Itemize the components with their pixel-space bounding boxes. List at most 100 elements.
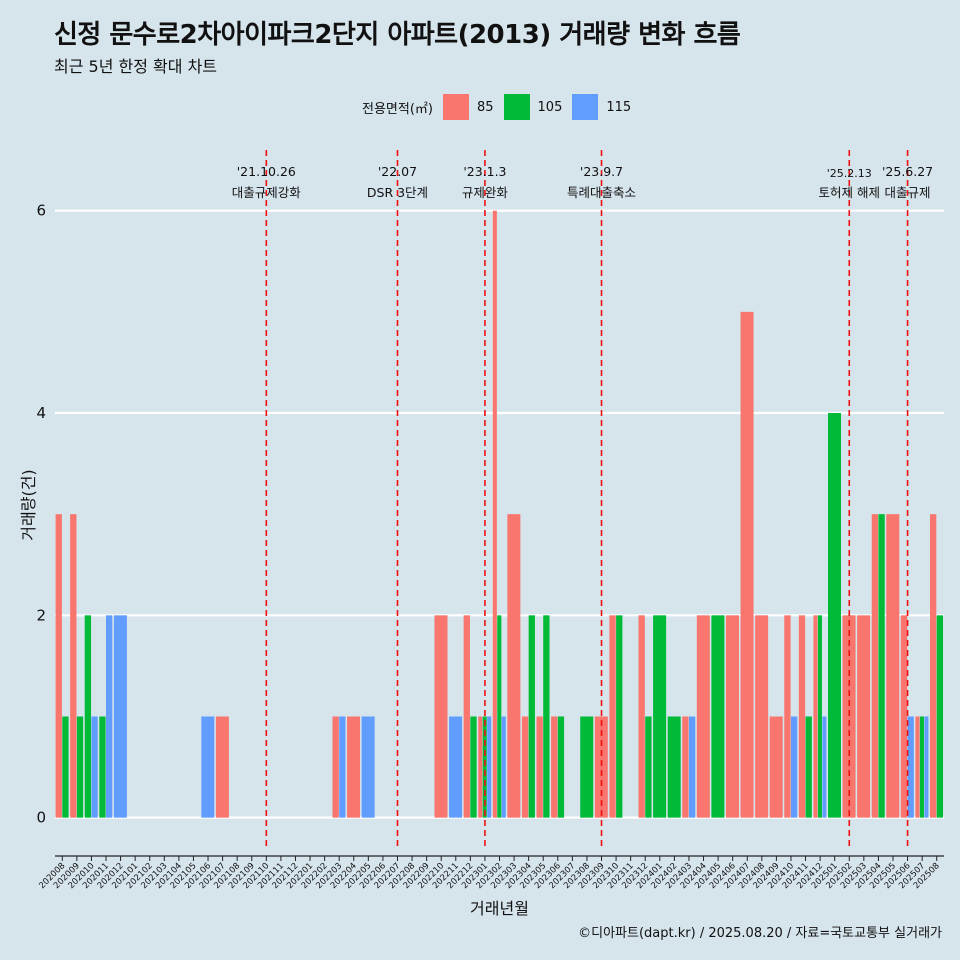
legend-label-115: 115	[606, 99, 632, 115]
legend-swatch-105	[503, 94, 530, 120]
bar-105-202508	[936, 615, 944, 818]
event-name-label: 규제완화	[462, 185, 509, 200]
y-axis-title: 거래량(건)	[19, 469, 38, 540]
bar-85-202404	[696, 615, 710, 818]
bar-85-202409	[769, 716, 783, 818]
bar-85-202210	[434, 615, 448, 818]
bar-115-202507	[924, 716, 929, 818]
bar-85-202008	[55, 514, 62, 818]
bar-105-202304	[528, 615, 535, 818]
bar-85-202306	[551, 716, 558, 818]
bar-105-202008	[62, 716, 69, 818]
bar-115-202410	[790, 716, 798, 818]
bar-85-202412	[813, 615, 818, 818]
bar-115-202412	[822, 716, 827, 818]
x-axis-title: 거래년월	[470, 899, 529, 918]
bar-85-202304	[521, 716, 529, 818]
bar-105-202504	[878, 514, 885, 818]
bar-85-202508	[930, 514, 937, 818]
bar-115-202011	[106, 615, 113, 818]
bar-85-202310	[609, 615, 616, 818]
chart-subtitle: 최근 5년 한정 확대 차트	[54, 57, 218, 76]
bar-85-202406	[725, 615, 739, 818]
event-name-label: 토허제 해제	[819, 185, 880, 200]
bar-105-202412	[817, 615, 822, 818]
bar-85-202503	[857, 615, 871, 818]
event-date-label: '22.07	[378, 164, 417, 179]
y-tick-label: 6	[36, 202, 46, 220]
legend-item-105: 105	[503, 94, 563, 120]
event-date-label: '23.9.7	[580, 164, 623, 179]
bar-105-202411	[805, 716, 812, 818]
bar-105-202301	[482, 716, 487, 818]
bar-105-202009	[76, 716, 84, 818]
y-tick-label: 4	[36, 404, 46, 422]
event-date-label: '21.10.26	[237, 164, 296, 179]
bar-105-202312	[645, 716, 652, 818]
bar-105-202405	[711, 615, 725, 818]
legend: 전용면적(㎡) 85 105 115	[362, 93, 641, 121]
bar-85-202009	[70, 514, 77, 818]
bar-85-202403	[682, 716, 689, 818]
legend-title: 전용면적(㎡)	[362, 101, 433, 117]
event-date-label: '25.6.27	[882, 164, 933, 179]
legend-item-115: 115	[572, 94, 631, 120]
source-caption: ©디아파트(dapt.kr) / 2025.08.20 / 자료=국토교통부 실…	[578, 926, 942, 941]
bar-105-202310	[616, 615, 623, 818]
bar-115-202211	[449, 716, 463, 818]
bar-105-202305	[543, 615, 550, 818]
bar-85-202107	[215, 716, 229, 818]
bar-85-202504	[871, 514, 879, 818]
bar-85-202410	[784, 615, 791, 818]
bar-115-202301	[487, 716, 492, 818]
bar-105-202302	[497, 615, 502, 818]
bar-105-202501	[827, 413, 842, 818]
bar-105-202011	[99, 716, 106, 818]
bar-115-202403	[688, 716, 696, 818]
bar-105-202401	[653, 615, 667, 818]
event-name-label: DSR 3단계	[367, 185, 428, 200]
bar-115-202506	[907, 716, 914, 818]
legend-label-85: 85	[476, 99, 494, 115]
legend-item-85: 85	[442, 94, 494, 120]
bar-85-202506	[900, 615, 908, 818]
bar-85-202502	[842, 615, 856, 818]
bar-115-202106	[201, 716, 215, 818]
bar-105-202402	[667, 716, 681, 818]
legend-swatch-115	[572, 94, 599, 120]
bar-105-202306	[557, 716, 565, 818]
bar-105-202507	[919, 716, 924, 818]
event-name-label: 대출규제	[885, 185, 931, 200]
chart-title: 신정 문수로2차아이파크2단지 아파트(2013) 거래량 변화 흐름	[54, 20, 741, 50]
bar-115-202010	[91, 716, 98, 818]
legend-label-105: 105	[537, 99, 563, 115]
bar-85-202302	[492, 210, 497, 818]
legend-swatch-85	[442, 94, 469, 120]
event-name-label: 대출규제강화	[232, 185, 302, 200]
bar-85-202411	[798, 615, 806, 818]
bar-85-202407	[740, 311, 754, 818]
bar-85-202303	[507, 514, 521, 818]
bar-85-202309	[594, 716, 608, 818]
bar-85-202507	[915, 716, 920, 818]
bar-115-202302	[501, 716, 506, 818]
bar-105-202010	[84, 615, 92, 818]
bar-85-202305	[536, 716, 543, 818]
bar-105-202308	[580, 716, 594, 818]
bar-85-202505	[886, 514, 900, 818]
bar-85-202203	[332, 716, 339, 818]
event-date-label: '23.1.3	[463, 164, 506, 179]
bar-115-202205	[361, 716, 375, 818]
bar-105-202212	[470, 716, 477, 818]
bar-85-202408	[755, 615, 769, 818]
y-tick-label: 0	[36, 809, 46, 827]
bar-85-202312	[638, 615, 645, 818]
y-tick-label: 2	[36, 606, 46, 624]
event-date-label: '25.2.13	[827, 167, 872, 180]
event-name-label: 특례대출축소	[567, 185, 636, 200]
bar-85-202204	[347, 716, 361, 818]
bar-85-202301	[478, 716, 483, 818]
bar-115-202012	[113, 615, 127, 818]
bar-85-202212	[463, 615, 470, 818]
